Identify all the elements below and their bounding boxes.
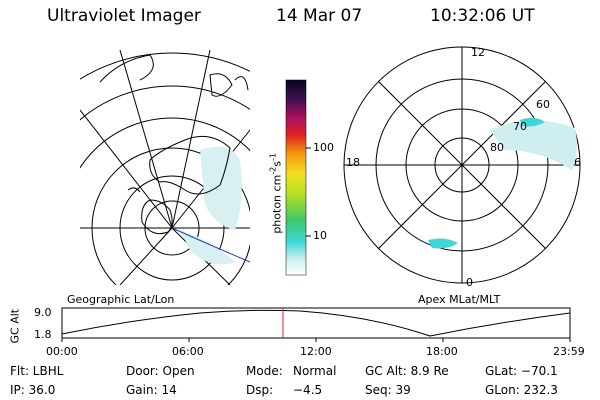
page-title: Ultraviolet Imager (47, 6, 201, 26)
ip-value: IP: 36.0 (10, 383, 56, 397)
gc-alt-value: GC Alt: 8.9 Re (365, 364, 449, 378)
auroral-bright-spot (520, 117, 545, 127)
mlt-label-0: 0 (466, 276, 473, 289)
colorbar-tick-10: 10 (313, 229, 327, 242)
seq-value: Seq: 39 (365, 383, 411, 397)
date-label: 14 Mar 07 (276, 6, 363, 26)
altitude-tick-1-8: 1.8 (34, 328, 52, 341)
auroral-patch (428, 238, 458, 249)
mode-value: Normal (293, 364, 337, 378)
dsp-label: Dsp: (246, 383, 274, 397)
filter-value: Flt: LBHL (10, 364, 64, 378)
gain-value: Gain: 14 (126, 383, 177, 397)
altitude-ylabel: GC Alt (8, 308, 22, 344)
mode-label: Mode: (246, 364, 283, 378)
mlt-label-12: 12 (471, 46, 485, 59)
auroral-oval-region (490, 120, 577, 170)
time-tick: 06:00 (172, 345, 204, 358)
altitude-curve (61, 309, 571, 337)
satellite-track (171, 227, 251, 263)
colorbar-tick-100: 100 (313, 141, 334, 154)
polar-plot-label: Apex MLat/MLT (418, 293, 501, 306)
lat-label-70: 70 (513, 120, 527, 133)
time-tick: 23:59 (553, 345, 585, 358)
altitude-tick-9: 9.0 (34, 306, 52, 319)
dsp-value: −4.5 (293, 383, 323, 397)
glat-value: GLat: −70.1 (485, 364, 558, 378)
time-tick: 12:00 (300, 345, 332, 358)
lat-label-60: 60 (536, 98, 550, 111)
door-value: Door: Open (126, 364, 195, 378)
time-tick: 18:00 (426, 345, 458, 358)
glon-value: GLon: 232.3 (485, 383, 558, 397)
geographic-map-label: Geographic Lat/Lon (67, 293, 175, 306)
lat-label-80: 80 (490, 141, 504, 154)
mlt-label-18: 18 (346, 156, 360, 169)
time-tick: 00:00 (46, 345, 78, 358)
time-label: 10:32:06 UT (430, 6, 535, 26)
mlt-label-6: 6 (574, 156, 581, 169)
